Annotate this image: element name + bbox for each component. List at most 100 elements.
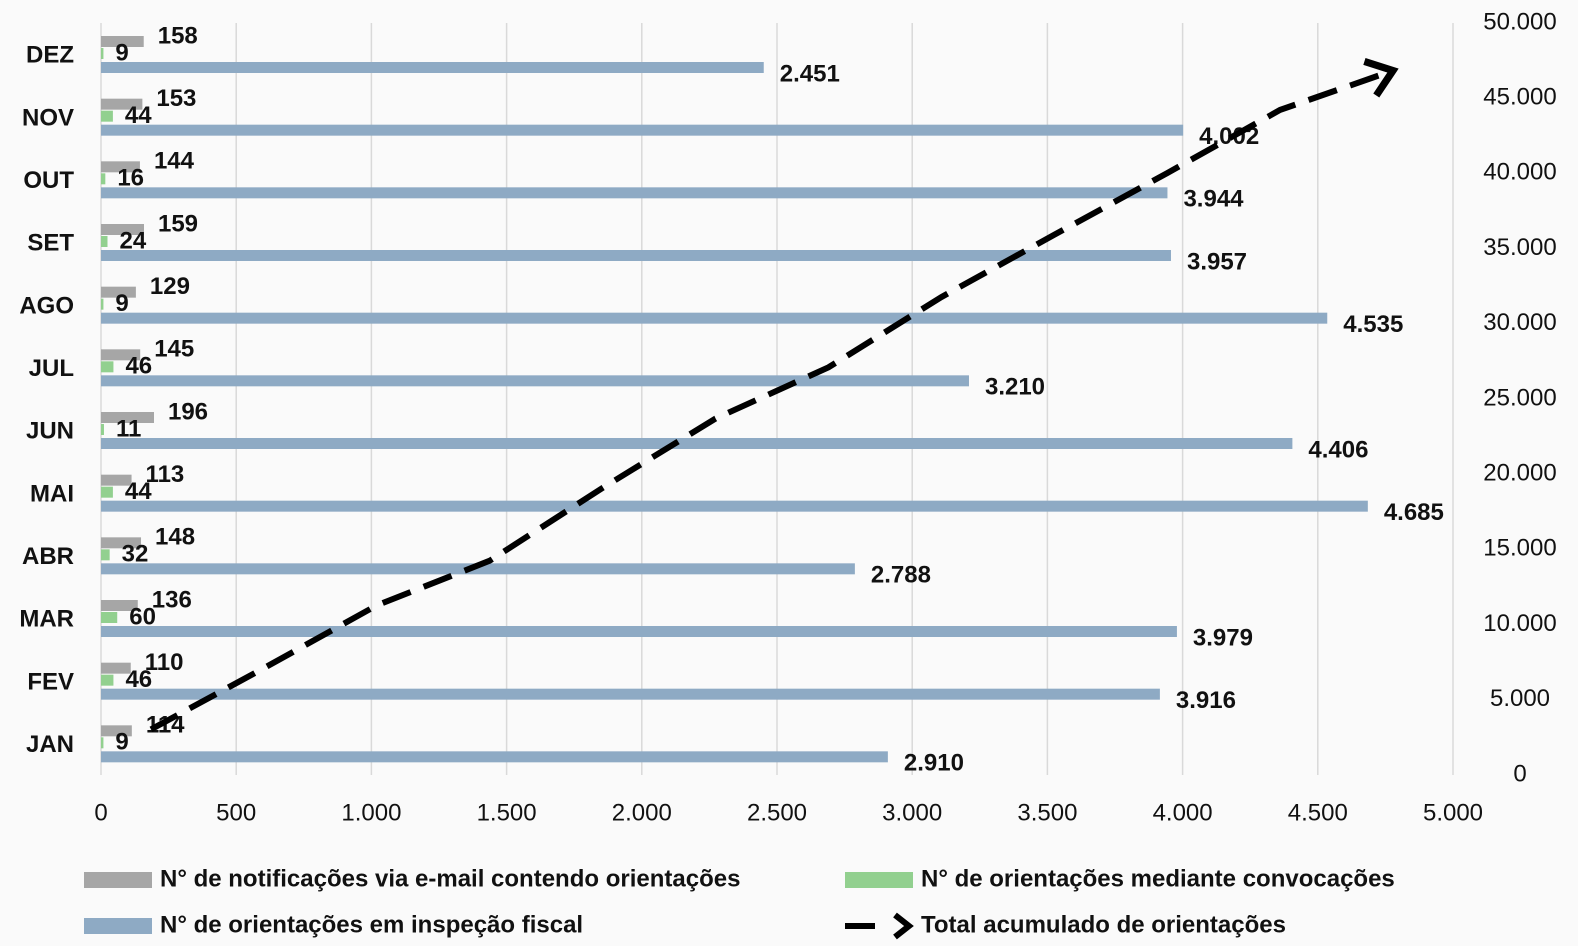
value-label: 144 — [154, 148, 195, 175]
category-label: OUT — [23, 167, 74, 194]
bar — [101, 173, 106, 185]
bar — [101, 224, 144, 235]
value-label: 3.979 — [1193, 624, 1253, 651]
bar — [101, 48, 104, 59]
bar — [101, 349, 141, 361]
value-label: 2.788 — [871, 562, 931, 589]
category-label: JUL — [29, 355, 74, 382]
x-tick-label: 0 — [94, 799, 107, 826]
value-label: 9 — [115, 39, 128, 66]
bar — [101, 537, 142, 549]
y2-tick-label: 45.000 — [1483, 84, 1556, 111]
category-label: JAN — [26, 731, 74, 758]
value-label: 2.910 — [904, 750, 964, 777]
bar — [101, 751, 888, 763]
bar — [101, 600, 138, 611]
bar — [101, 725, 132, 737]
y2-tick-label: 35.000 — [1483, 234, 1556, 261]
value-label: 4.685 — [1384, 499, 1444, 526]
bar — [101, 674, 114, 686]
bar — [101, 312, 1328, 324]
x-tick-label: 3.500 — [1017, 799, 1077, 826]
y2-tick-label: 10.000 — [1483, 610, 1556, 637]
legend-swatch — [845, 872, 913, 888]
value-label: 148 — [155, 524, 195, 551]
category-label: FEV — [27, 668, 74, 695]
x-tick-label: 2.500 — [747, 799, 807, 826]
y2-tick-label: 5.000 — [1490, 685, 1550, 712]
value-label: 9 — [115, 290, 128, 317]
x-tick-label: 4.500 — [1288, 799, 1348, 826]
bar — [101, 626, 1177, 637]
bar — [101, 286, 136, 298]
bar — [101, 236, 108, 247]
value-label: 145 — [154, 336, 194, 363]
y2-tick-label: 20.000 — [1483, 460, 1556, 487]
value-label: 4.406 — [1308, 436, 1368, 463]
value-label: 32 — [122, 541, 149, 568]
category-label: NOV — [22, 104, 74, 131]
bar — [101, 36, 144, 47]
value-label: 2.451 — [780, 60, 840, 87]
value-label: 136 — [152, 586, 192, 613]
value-label: 114 — [146, 712, 185, 739]
legend-label: N° de orientações em inspeção fiscal — [160, 911, 583, 938]
legend-label: N° de notificações via e-mail contendo o… — [160, 865, 740, 892]
y2-tick-label: 0 — [1513, 760, 1526, 787]
bar — [101, 98, 143, 110]
x-tick-label: 3.000 — [882, 799, 942, 826]
bar — [101, 612, 118, 623]
category-label: SET — [27, 230, 74, 257]
x-tick-label: 500 — [216, 799, 256, 826]
legend-label: N° de orientações mediante convocações — [921, 865, 1395, 892]
category-label: MAR — [19, 606, 74, 633]
bar — [101, 375, 969, 387]
legend-swatch — [84, 918, 152, 934]
value-label: 3.916 — [1176, 687, 1236, 714]
value-label: 46 — [125, 353, 152, 380]
bar — [101, 62, 764, 73]
value-label: 196 — [168, 398, 208, 425]
legend-arrow — [893, 912, 914, 940]
cumulative-line — [149, 58, 1399, 733]
value-label: 113 — [146, 461, 185, 488]
value-label: 16 — [117, 165, 144, 192]
bar — [101, 737, 104, 749]
bar — [101, 110, 113, 122]
y2-tick-label: 25.000 — [1483, 384, 1556, 411]
bar — [101, 124, 1184, 136]
legend-label: Total acumulado de orientações — [921, 911, 1286, 938]
bar — [101, 662, 131, 674]
value-label: 129 — [150, 273, 190, 300]
y2-tick-label: 15.000 — [1483, 535, 1556, 562]
value-label: 4.535 — [1343, 311, 1403, 338]
bar — [101, 438, 1293, 449]
category-label: JUN — [26, 418, 74, 445]
value-label: 44 — [125, 478, 152, 505]
y2-tick-label: 50.000 — [1483, 8, 1556, 35]
x-tick-label: 4.000 — [1153, 799, 1213, 826]
value-label: 3.210 — [985, 374, 1045, 401]
value-label: 24 — [119, 227, 146, 254]
x-tick-label: 5.000 — [1423, 799, 1483, 826]
x-tick-label: 1.000 — [341, 799, 401, 826]
y2-tick-label: 30.000 — [1483, 309, 1556, 336]
category-label: DEZ — [26, 42, 74, 69]
value-label: 44 — [125, 102, 152, 129]
bar — [101, 424, 104, 435]
y2-tick-label: 40.000 — [1483, 159, 1556, 186]
value-label: 159 — [158, 210, 198, 237]
value-label: 153 — [156, 85, 196, 112]
bar — [101, 412, 154, 423]
value-label: 60 — [129, 603, 156, 630]
value-label: 3.957 — [1187, 248, 1247, 275]
bar — [101, 549, 110, 561]
bar — [101, 298, 104, 310]
value-label: 9 — [115, 729, 128, 756]
bar — [101, 361, 114, 373]
bar — [101, 486, 113, 498]
value-label: 46 — [125, 666, 152, 693]
bar — [101, 563, 855, 575]
bar — [101, 688, 1160, 700]
